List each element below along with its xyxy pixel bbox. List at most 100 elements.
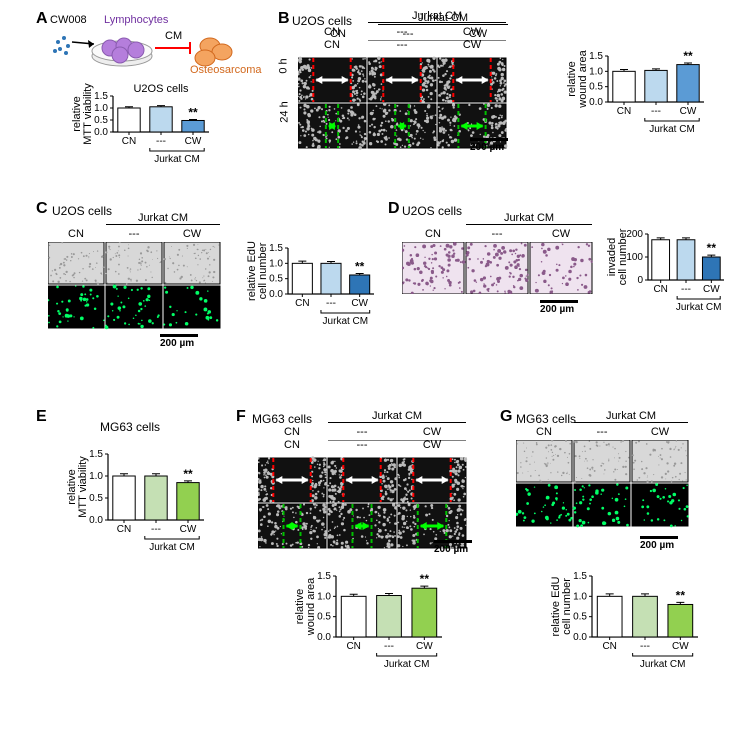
- svg-text:0.5: 0.5: [317, 612, 331, 623]
- cw008-label: CW008: [50, 14, 87, 26]
- svg-text:1.5: 1.5: [573, 571, 587, 582]
- panel-e-label: E: [36, 408, 47, 426]
- svg-text:CW: CW: [351, 298, 368, 309]
- panel-d-scale: 200 µm: [540, 300, 578, 315]
- panel-b-chart: 0.00.51.01.5relativewound areaCN---**CWJ…: [570, 40, 710, 143]
- panel-g-title: MG63 cells: [516, 412, 576, 426]
- svg-text:relativewound area: relativewound area: [566, 49, 589, 108]
- panel-d-images: CN---CWJurkat CM: [402, 242, 594, 297]
- svg-text:0.0: 0.0: [573, 632, 587, 643]
- svg-text:CN: CN: [117, 524, 131, 535]
- svg-text:Jurkat CM: Jurkat CM: [640, 659, 686, 670]
- svg-text:1.5: 1.5: [317, 571, 331, 582]
- panel-c-scale: 200 µm: [160, 334, 198, 349]
- panel-f-chart: 0.00.51.01.5relativewound areaCN---**CWJ…: [298, 560, 448, 678]
- svg-text:1.0: 1.0: [94, 103, 108, 114]
- panel-a-label: A: [36, 10, 48, 28]
- svg-text:---: ---: [651, 106, 661, 117]
- panel-d-chart: 0100200invadedcell numberCN---**CWJurkat…: [610, 218, 730, 321]
- svg-text:CN: CN: [122, 136, 136, 147]
- svg-text:1.0: 1.0: [317, 591, 331, 602]
- svg-text:0.0: 0.0: [89, 515, 103, 526]
- svg-text:CN: CN: [653, 284, 667, 295]
- svg-text:**: **: [683, 49, 693, 63]
- svg-text:---: ---: [681, 284, 691, 295]
- panel-f-title: MG63 cells: [252, 412, 312, 426]
- svg-text:0.0: 0.0: [589, 97, 603, 108]
- svg-text:CW: CW: [416, 641, 433, 652]
- osteo-label: Osteosarcoma: [190, 64, 262, 76]
- svg-text:---: ---: [384, 641, 394, 652]
- panel-c-chart: 0.00.51.01.5relative EdUcell numberCN---…: [250, 232, 380, 335]
- svg-text:---: ---: [357, 440, 368, 451]
- svg-text:CW: CW: [180, 524, 197, 535]
- svg-text:U2OS cells: U2OS cells: [133, 83, 189, 95]
- panel-b-scale: 200 µm: [470, 138, 508, 153]
- svg-text:---: ---: [397, 40, 408, 51]
- svg-text:0.5: 0.5: [269, 274, 283, 285]
- svg-text:1.5: 1.5: [94, 91, 108, 102]
- svg-text:relative EdUcell number: relative EdUcell number: [550, 576, 573, 636]
- cm-label: CM: [165, 30, 182, 42]
- svg-text:**: **: [676, 588, 686, 602]
- panel-d-title: U2OS cells: [402, 204, 462, 218]
- svg-text:1.5: 1.5: [269, 243, 283, 254]
- panel-e-chart: 0.00.51.01.5relativeMTT viabilityCN---**…: [70, 438, 210, 561]
- svg-text:CW: CW: [703, 284, 720, 295]
- svg-text:CW: CW: [463, 40, 482, 51]
- svg-text:**: **: [183, 467, 193, 481]
- svg-text:CN: CN: [324, 40, 340, 51]
- svg-text:1.0: 1.0: [89, 471, 103, 482]
- svg-text:0.5: 0.5: [89, 493, 103, 504]
- svg-text:**: **: [420, 572, 430, 586]
- panel-g-label: G: [500, 408, 512, 426]
- svg-text:**: **: [355, 259, 365, 273]
- panel-f-scale: 200 µm: [434, 540, 472, 555]
- svg-text:0.0: 0.0: [317, 632, 331, 643]
- svg-text:0: 0: [637, 275, 643, 286]
- svg-text:0.5: 0.5: [573, 612, 587, 623]
- svg-text:relativeMTT viability: relativeMTT viability: [71, 83, 94, 145]
- panel-c-images: CN---CWJurkat CM: [48, 242, 222, 333]
- svg-text:CN: CN: [617, 106, 631, 117]
- svg-text:1.0: 1.0: [269, 258, 283, 269]
- panel-g-images: CN---CWJurkat CM: [516, 440, 690, 531]
- svg-text:---: ---: [156, 136, 166, 147]
- panel-g-scale: 200 µm: [640, 536, 678, 551]
- svg-text:CN: CN: [602, 641, 616, 652]
- svg-text:1.0: 1.0: [573, 591, 587, 602]
- svg-text:CN: CN: [295, 298, 309, 309]
- svg-text:---: ---: [640, 641, 650, 652]
- svg-text:0.5: 0.5: [94, 115, 108, 126]
- panel-c-title: U2OS cells: [52, 204, 112, 218]
- svg-text:0.0: 0.0: [94, 127, 108, 138]
- svg-text:---: ---: [326, 298, 336, 309]
- svg-text:Jurkat CM: Jurkat CM: [384, 659, 430, 670]
- svg-text:0.5: 0.5: [589, 82, 603, 93]
- svg-text:relativewound area: relativewound area: [294, 577, 317, 636]
- panel-g-chart: 0.00.51.01.5relative EdUcell numberCN---…: [554, 560, 704, 678]
- lymph-label: Lymphocytes: [104, 14, 168, 26]
- svg-text:invadedcell number: invadedcell number: [606, 228, 629, 285]
- svg-text:Jurkat CM: Jurkat CM: [649, 124, 695, 135]
- svg-text:CW: CW: [680, 106, 697, 117]
- svg-text:0.0: 0.0: [269, 289, 283, 300]
- panel-b-label: B: [278, 10, 290, 28]
- svg-text:---: ---: [151, 524, 161, 535]
- svg-text:Jurkat CM: Jurkat CM: [323, 316, 369, 327]
- svg-text:CW: CW: [423, 440, 442, 451]
- svg-text:1.0: 1.0: [589, 66, 603, 77]
- svg-text:**: **: [707, 241, 717, 255]
- panel-e-title: MG63 cells: [100, 420, 160, 434]
- svg-text:Jurkat CM: Jurkat CM: [676, 302, 722, 313]
- svg-text:Jurkat CM: Jurkat CM: [154, 154, 200, 165]
- svg-text:Jurkat CM: Jurkat CM: [149, 542, 195, 553]
- svg-text:**: **: [188, 106, 198, 120]
- panel-c-label: C: [36, 200, 48, 218]
- svg-text:CW: CW: [185, 136, 202, 147]
- svg-text:relativeMTT viability: relativeMTT viability: [66, 456, 89, 518]
- panel-f-label: F: [236, 408, 246, 426]
- svg-text:CW: CW: [672, 641, 689, 652]
- svg-text:CN: CN: [284, 440, 300, 451]
- svg-text:1.5: 1.5: [89, 449, 103, 460]
